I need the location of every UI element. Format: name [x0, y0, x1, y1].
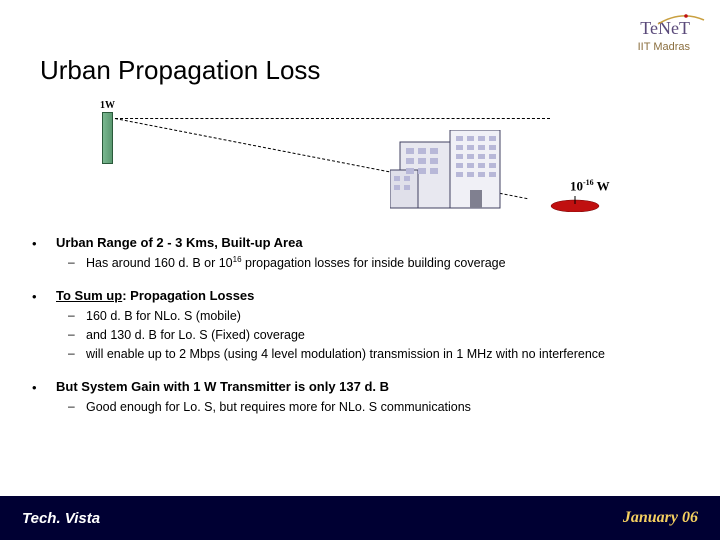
sub-bullet-item: –will enable up to 2 Mbps (using 4 level… — [68, 346, 692, 363]
bullet-text: To Sum up: Propagation Losses — [56, 288, 692, 304]
sub-bullet-marker: – — [68, 255, 86, 272]
logo: TeNeT — [638, 18, 690, 39]
tx-power-label: 1W — [100, 100, 115, 111]
los-line — [115, 118, 550, 119]
bullet-marker: • — [32, 379, 56, 395]
bullet-item: •Urban Range of 2 - 3 Kms, Built-up Area — [32, 235, 692, 251]
bullet-text: But System Gain with 1 W Transmitter is … — [56, 379, 692, 395]
sub-bullet-item: –and 130 d. B for Lo. S (Fixed) coverage — [68, 327, 692, 344]
receiver-icon — [550, 196, 600, 212]
sub-bullet-text: will enable up to 2 Mbps (using 4 level … — [86, 346, 692, 363]
sub-bullet-item: –Good enough for Lo. S, but requires mor… — [68, 399, 692, 416]
sub-bullet-marker: – — [68, 399, 86, 416]
building-icon — [390, 130, 520, 210]
bullet-marker: • — [32, 235, 56, 251]
bullet-item: •But System Gain with 1 W Transmitter is… — [32, 379, 692, 395]
logo-swoosh-icon — [656, 14, 706, 26]
page-title: Urban Propagation Loss — [40, 55, 320, 86]
sub-bullet-text: Has around 160 d. B or 1016 propagation … — [86, 255, 692, 272]
bullet-marker: • — [32, 288, 56, 304]
propagation-diagram: 1W 10-16 W — [60, 100, 620, 220]
antenna-icon — [102, 112, 113, 164]
logo-area: TeNeT IIT Madras — [638, 18, 690, 53]
sub-bullet-marker: – — [68, 327, 86, 344]
sub-bullet-text: 160 d. B for NLo. S (mobile) — [86, 308, 692, 325]
sub-bullet-marker: – — [68, 346, 86, 363]
rx-power-label: 10-16 W — [570, 178, 610, 194]
bullet-item: •To Sum up: Propagation Losses — [32, 288, 692, 304]
bullet-text: Urban Range of 2 - 3 Kms, Built-up Area — [56, 235, 692, 251]
sub-bullet-text: and 130 d. B for Lo. S (Fixed) coverage — [86, 327, 692, 344]
footer-left: Tech. Vista — [22, 510, 100, 527]
footer: Tech. Vista January 06 — [0, 496, 720, 540]
content-area: •Urban Range of 2 - 3 Kms, Built-up Area… — [32, 235, 692, 418]
footer-right: January 06 — [623, 509, 698, 527]
sub-bullet-text: Good enough for Lo. S, but requires more… — [86, 399, 692, 416]
org-subtitle: IIT Madras — [638, 41, 690, 53]
sub-bullet-item: –Has around 160 d. B or 1016 propagation… — [68, 255, 692, 272]
sub-bullet-marker: – — [68, 308, 86, 325]
sub-bullet-item: – 160 d. B for NLo. S (mobile) — [68, 308, 692, 325]
